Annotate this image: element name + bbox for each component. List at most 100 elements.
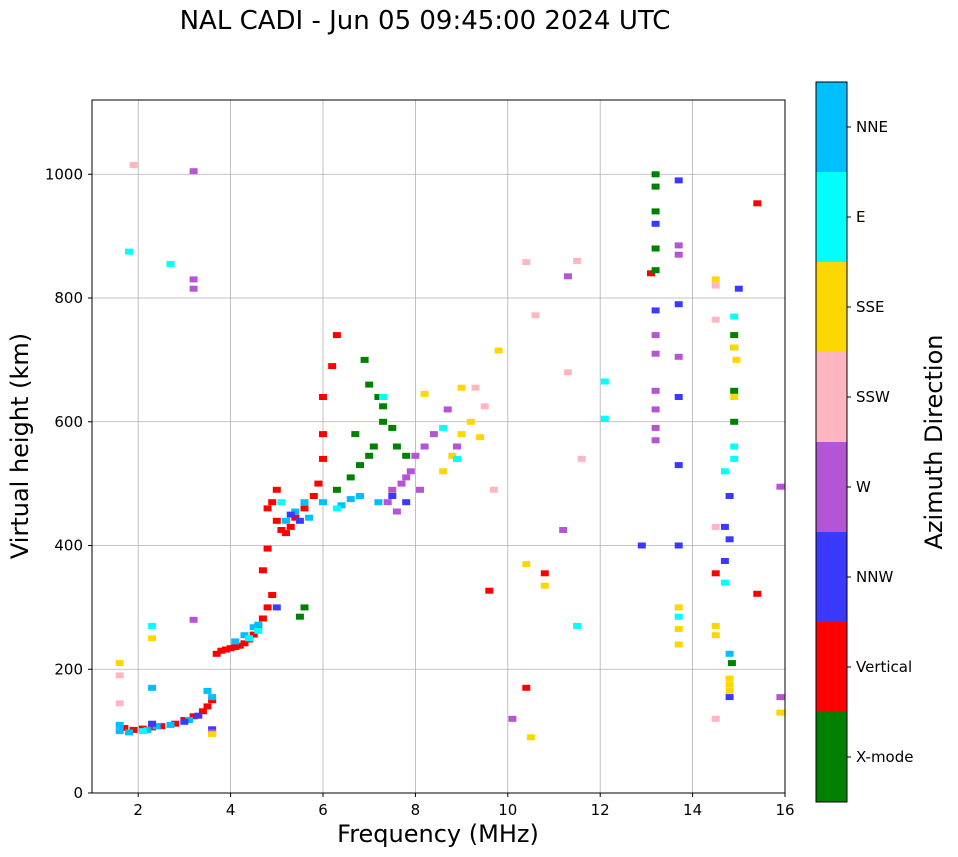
echo-point-vertical [309,493,318,499]
echo-point-x-mode [300,604,309,611]
echo-point-w [411,452,420,459]
echo-point-sse [466,418,475,425]
echo-point-nne [346,496,355,503]
echo-point-w [392,508,401,515]
echo-point-sse [776,709,785,716]
echo-point-ssw [480,403,489,410]
echo-point-ssw [711,282,720,289]
echo-point-x-mode [346,474,355,481]
echo-point-vertical [647,270,655,277]
echo-point-nnw [720,523,729,530]
echo-point-x-mode [295,613,304,620]
echo-point-e [674,613,683,620]
echo-point-nne [148,684,157,691]
echo-point-w [651,387,660,394]
echo-point-vertical [226,645,235,652]
echo-point-nne [143,726,152,733]
echo-point-nne [166,721,175,728]
echo-point-e [720,468,729,475]
echo-point-vertical [272,517,281,524]
echo-point-x-mode [730,418,739,425]
echo-point-nne [185,717,193,723]
echo-point-e [148,622,157,629]
echo-point-nnw [725,536,734,543]
echo-point-ssw [577,455,586,462]
colorbar-label: Azimuth Direction [920,335,948,550]
echo-point-ssw [471,384,480,391]
echo-point-w [416,486,424,493]
echo-point-vertical [268,592,277,598]
echo-point-nnw [725,493,734,499]
echo-point-vertical [319,394,327,400]
echo-point-x-mode [651,171,660,178]
echo-point-nnw [674,301,683,308]
echo-point-e [332,505,341,512]
echo-point-nne [254,621,263,628]
echo-point-vertical [263,604,272,611]
echo-point-nnw [674,462,683,469]
y-tick-label: 400 [54,537,83,555]
echo-point-w [443,406,452,413]
echo-point-w [397,480,406,487]
y-tick-label: 600 [54,413,83,431]
echo-point-ssw [115,700,124,707]
echo-point-w [189,285,198,292]
echo-point-sse [730,394,739,400]
echo-point-vertical [157,723,166,730]
y-axis-label: Virtual height (km) [6,333,34,559]
echo-point-vertical [263,545,272,552]
echo-point-e [730,455,739,462]
x-tick-label: 6 [318,801,328,819]
echo-point-vertical [120,725,129,731]
echo-point-w [189,168,198,175]
echo-point-w [651,406,660,413]
echo-point-e [453,455,461,462]
echo-point-nnw [272,604,281,611]
echo-point-vertical [300,505,309,512]
echo-point-w [508,715,517,722]
echo-point-vertical [272,486,281,493]
echo-point-sse [522,561,531,568]
echo-point-sse [420,390,429,397]
colorbar-frame [815,81,848,803]
echo-point-x-mode [374,394,383,400]
echo-point-nnw [651,307,660,314]
echo-point-vertical [189,713,198,720]
echo-point-nnw [734,285,743,292]
echo-point-nne [125,729,133,736]
echo-point-vertical [249,631,258,638]
echo-point-e [125,248,133,255]
echo-point-vertical [522,684,531,691]
echo-point-ssw [711,316,720,323]
chart-title: NAL CADI - Jun 05 09:45:00 2024 UTC [179,6,671,36]
echo-point-vertical [235,642,244,649]
y-tick-label: 0 [73,784,83,802]
echo-point-ssw [531,312,540,319]
echo-point-ssw [711,523,720,530]
echo-point-vertical [268,499,277,506]
echo-point-w [674,251,683,258]
echo-point-x-mode [369,443,378,450]
echo-point-nnw [720,558,729,564]
echo-point-nne [115,728,124,735]
echo-point-vertical [240,640,249,647]
colorbar-tick-label: NNW [856,568,893,586]
colorbar-segment [816,532,847,622]
echo-point-x-mode [379,403,388,410]
echo-point-w [189,276,198,283]
echo-point-sse [711,276,720,283]
echo-point-ssw [573,257,582,264]
echo-point-w [383,499,392,506]
echo-point-nne [300,499,309,506]
echo-point-nne [231,638,240,645]
colorbar-segment [816,82,847,172]
echo-point-sse [540,582,549,589]
echo-point-vertical [208,697,217,704]
echo-point-vertical [753,200,762,207]
colorbar-tick-label: W [856,478,871,496]
echo-point-e [138,728,147,735]
echo-point-e [600,415,609,422]
echo-point-w [453,443,461,450]
echo-point-nne [240,632,249,639]
echo-point-x-mode [360,356,369,363]
